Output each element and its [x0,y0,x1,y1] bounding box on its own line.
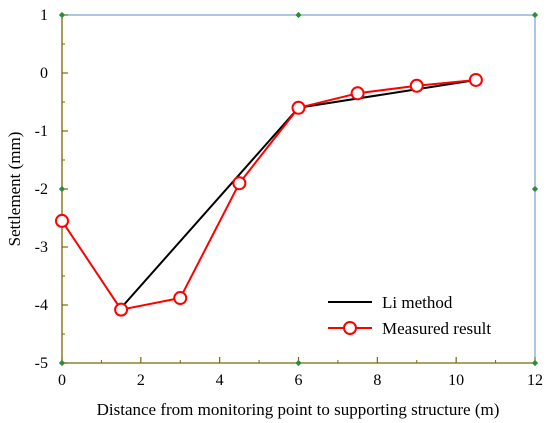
x-tick-label: 4 [216,372,224,389]
data-point-measured-result [409,78,424,93]
y-tick-label: 0 [40,65,48,82]
data-point-measured-result [114,302,129,317]
frame-marker [58,11,66,19]
legend-label-measured-result: Measured result [382,319,491,338]
y-tick-label: -5 [35,355,48,372]
x-tick-label: 10 [448,372,464,389]
data-point-measured-result [291,100,306,115]
y-axis-label: Settlement (mm) [5,132,24,247]
y-tick-label: -1 [35,123,48,140]
frame-marker [531,11,539,19]
x-tick-label: 2 [137,372,145,389]
frame-marker [531,185,539,193]
frame-marker [295,359,302,367]
frame-marker [295,11,302,19]
series-line-measured-result [61,78,476,311]
data-point-measured-result [173,291,188,306]
x-tick-label: 12 [527,372,543,389]
data-point-measured-result [350,86,365,101]
x-axis-label: Distance from monitoring point to suppor… [97,400,500,419]
legend-label-li-method: Li method [382,293,453,312]
y-tick-label: 1 [40,7,48,24]
series-layer [55,72,483,317]
axis-ticks: 10-1-2-3-4-50 2 4 6 8 10 12 [35,7,543,389]
legend: Li method Measured result [328,293,491,338]
frame-marker [58,185,66,193]
legend-marker-measured-result [343,321,357,335]
data-point-measured-result [232,176,247,191]
plot-frame [61,14,536,364]
frame-marker [531,359,539,367]
x-tick-label: 8 [373,372,381,389]
data-point-measured-result [55,213,69,228]
data-point-measured-result [468,72,483,87]
y-tick-label: -4 [35,297,48,314]
x-tick-label: 6 [295,372,303,389]
x-tick-label: 0 [58,372,66,389]
frame-marker [58,359,66,367]
y-tick-label: -3 [35,239,48,256]
frame-markers [58,11,539,367]
y-tick-label: -2 [35,181,48,198]
